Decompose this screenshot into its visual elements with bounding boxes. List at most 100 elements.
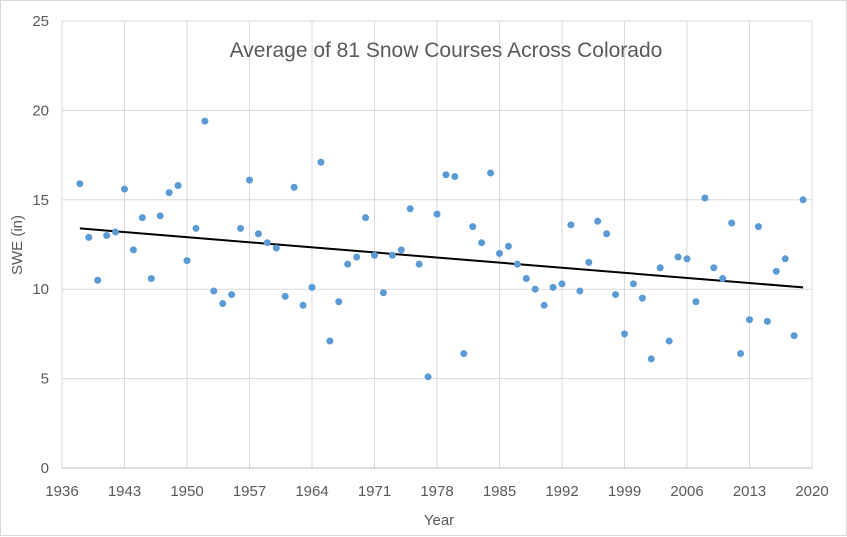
- data-point: [237, 224, 245, 232]
- data-points: [76, 117, 807, 381]
- data-point: [603, 230, 611, 238]
- data-point: [228, 291, 236, 299]
- data-point: [201, 117, 209, 125]
- data-point: [94, 276, 102, 284]
- data-point: [406, 205, 414, 213]
- data-point: [335, 298, 343, 306]
- data-point: [281, 292, 289, 300]
- x-tick-label: 1985: [483, 483, 516, 500]
- x-tick-label: 1957: [233, 483, 266, 500]
- data-point: [513, 260, 521, 268]
- data-point: [290, 183, 298, 191]
- data-point: [246, 176, 253, 184]
- data-point: [674, 253, 682, 261]
- data-point: [362, 214, 370, 222]
- data-point: [317, 158, 325, 166]
- x-tick-label: 1992: [545, 483, 578, 500]
- chart-title: Average of 81 Snow Courses Across Colora…: [230, 39, 663, 62]
- data-point: [558, 280, 566, 288]
- data-point: [183, 257, 191, 265]
- data-point: [781, 255, 789, 263]
- x-tick-label: 2020: [795, 483, 828, 500]
- data-point: [272, 244, 280, 252]
- data-point: [147, 274, 155, 282]
- data-point: [585, 258, 593, 266]
- x-tick-label: 1950: [170, 483, 203, 500]
- gridlines: [61, 20, 813, 468]
- data-point: [621, 330, 628, 338]
- data-point: [192, 224, 200, 232]
- x-tick-label: 1943: [108, 483, 141, 500]
- data-point: [522, 274, 530, 282]
- y-axis-title: SWE (in): [9, 215, 26, 275]
- data-point: [719, 274, 727, 282]
- y-tick-label: 10: [32, 281, 49, 298]
- data-point: [451, 173, 459, 181]
- y-tick-label: 15: [32, 192, 49, 209]
- data-point: [754, 223, 762, 231]
- data-point: [129, 246, 137, 254]
- data-point: [85, 233, 93, 241]
- data-point: [263, 239, 271, 247]
- data-point: [138, 214, 146, 222]
- data-point: [299, 301, 307, 309]
- data-point: [424, 373, 432, 381]
- data-point: [469, 223, 477, 231]
- data-point: [504, 242, 512, 250]
- y-tick-label: 20: [32, 102, 49, 119]
- x-tick-label: 1964: [295, 483, 328, 500]
- data-point: [254, 230, 262, 238]
- data-point: [567, 221, 575, 229]
- y-tick-label: 0: [41, 460, 49, 477]
- x-tick-label: 2013: [733, 483, 766, 500]
- data-point: [531, 285, 539, 293]
- data-point: [549, 283, 557, 291]
- x-tick-label: 1971: [358, 483, 391, 500]
- data-point: [665, 337, 673, 345]
- data-point: [219, 300, 227, 308]
- data-point: [478, 239, 486, 247]
- data-point: [174, 181, 182, 189]
- data-point: [379, 289, 387, 297]
- x-axis-title: Year: [424, 512, 454, 529]
- data-point: [737, 350, 745, 358]
- data-point: [371, 251, 378, 259]
- data-point: [638, 294, 646, 302]
- y-tick-label: 5: [41, 371, 49, 388]
- data-point: [156, 212, 164, 220]
- data-point: [612, 291, 620, 299]
- data-point: [763, 317, 771, 325]
- x-tick-label: 1999: [608, 483, 641, 500]
- data-point: [442, 171, 450, 179]
- data-point: [388, 251, 396, 259]
- data-point: [656, 264, 664, 272]
- data-point: [594, 217, 602, 225]
- data-point: [710, 264, 718, 272]
- y-tick-label: 25: [32, 13, 49, 30]
- data-point: [746, 316, 753, 324]
- data-point: [433, 210, 441, 218]
- data-point: [210, 287, 218, 295]
- data-point: [629, 280, 637, 288]
- data-point: [397, 246, 405, 254]
- data-point: [692, 298, 700, 306]
- data-point: [353, 253, 361, 261]
- data-point: [683, 255, 691, 263]
- x-tick-label: 1936: [45, 483, 78, 500]
- data-point: [344, 260, 352, 268]
- data-point: [540, 301, 548, 309]
- x-tick-label: 1978: [420, 483, 453, 500]
- data-point: [799, 196, 807, 204]
- data-point: [326, 337, 334, 345]
- trendline-layer: [79, 227, 804, 289]
- data-point: [308, 283, 316, 291]
- data-point: [772, 267, 780, 275]
- data-point: [103, 232, 111, 240]
- trendline: [79, 227, 804, 289]
- data-point: [701, 194, 709, 202]
- data-point: [121, 185, 128, 193]
- data-point: [460, 350, 468, 358]
- data-point: [487, 169, 495, 177]
